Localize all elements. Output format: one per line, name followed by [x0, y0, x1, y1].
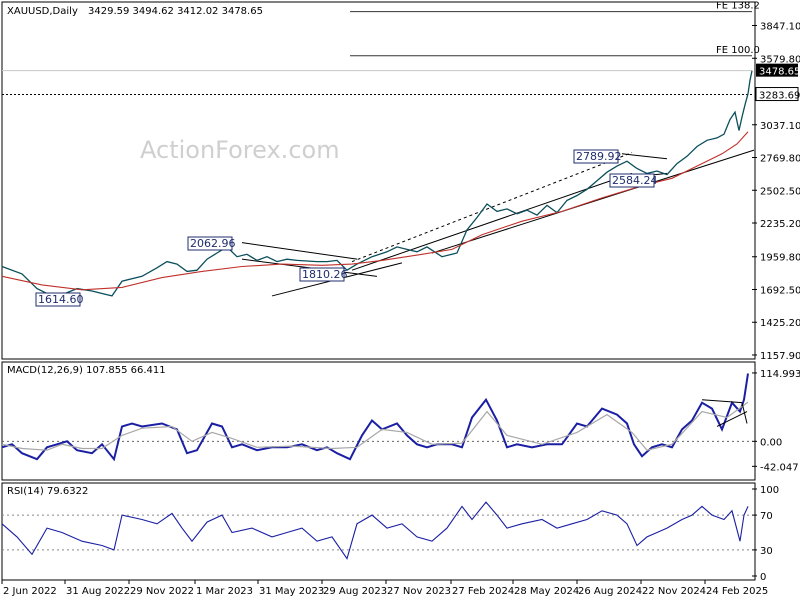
- annotation-label: 2789.92: [576, 150, 622, 163]
- rsi-y-tick-label: 100: [760, 485, 779, 496]
- x-tick-label: 29 Aug 2023: [323, 586, 387, 597]
- macd-y-tick-label: -42.047: [760, 462, 799, 473]
- annotation-box: [187, 236, 233, 251]
- moving-average-line: [1, 131, 749, 291]
- support-price-label: 3283.69: [759, 91, 800, 102]
- macd-label: MACD(12,26,9) 107.855 66.411: [7, 365, 166, 376]
- x-tick-label: 29 Nov 2022: [130, 586, 194, 597]
- macd-line: [1, 373, 749, 462]
- price-y-tick-label: 3847.10: [760, 22, 800, 33]
- macd-panel: [1, 361, 756, 481]
- annotation-label: 2584.24: [612, 174, 658, 187]
- price-y-tick-label: 1425.20: [760, 318, 800, 329]
- current-price-box: [756, 63, 798, 77]
- macd-trendline: [701, 399, 743, 404]
- rsi-panel: [1, 482, 756, 581]
- x-tick-label: 28 May 2024: [514, 586, 579, 597]
- trendline: [621, 153, 668, 160]
- x-tick-label: 24 Feb 2025: [706, 586, 768, 597]
- price-y-tick-label: 3579.80: [760, 54, 800, 65]
- price-y-tick-label: 1959.80: [760, 253, 800, 264]
- rsi-line: [1, 501, 749, 560]
- rsi-label: RSI(14) 79.6322: [7, 486, 88, 497]
- price-y-tick-label: 1157.90: [760, 351, 800, 362]
- current-price-label: 3478.65: [759, 67, 800, 78]
- price-y-tick-label: 2769.80: [760, 154, 800, 165]
- annotation-label: 2062.96: [190, 237, 236, 250]
- support-price-box: [755, 87, 799, 102]
- x-tick-label: 27 Feb 2024: [452, 586, 514, 597]
- x-tick-label: 26 Aug 2024: [578, 586, 642, 597]
- annotation-box: [299, 267, 345, 282]
- price-y-tick-label: 2502.50: [760, 186, 800, 197]
- x-tick-label: 1 Mar 2023: [196, 586, 253, 597]
- annotation-box: [609, 173, 655, 188]
- x-tick-label: 2 Jun 2022: [3, 586, 57, 597]
- ohlc-label: 3429.59 3494.62 3412.02 3478.65: [88, 6, 263, 17]
- rsi-y-tick-label: 0: [760, 572, 766, 583]
- annotation-label: 1614.60: [38, 293, 84, 306]
- trendline: [431, 149, 755, 254]
- fe-level-label: FE 100.0: [716, 45, 760, 56]
- watermark-text: ActionForex.com: [140, 136, 340, 164]
- annotation-box: [573, 149, 619, 164]
- macd-y-tick-label: 114.993: [760, 369, 800, 380]
- annotation-label: 1810.26: [302, 268, 348, 281]
- x-tick-label: 22 Nov 2024: [642, 586, 706, 597]
- trendline: [351, 172, 633, 271]
- price-y-tick-label: 1692.50: [760, 285, 800, 296]
- rsi-y-tick-label: 70: [760, 511, 773, 522]
- fe-level-label: FE 138.2: [716, 1, 760, 12]
- x-tick-label: 31 Aug 2022: [66, 586, 130, 597]
- x-tick-label: 27 Nov 2023: [387, 586, 451, 597]
- macd-y-tick-label: 0.00: [760, 437, 782, 448]
- annotation-box: [35, 292, 81, 307]
- trendline: [241, 242, 358, 260]
- symbol-label: XAUUSD,Daily: [7, 6, 78, 17]
- macd-signal-line: [1, 401, 749, 451]
- macd-trendline: [741, 402, 748, 424]
- x-tick-label: 31 May 2023: [259, 586, 324, 597]
- price-y-tick-label: 2235.20: [760, 219, 800, 230]
- macd-trendline: [716, 411, 748, 427]
- rsi-y-tick-label: 30: [760, 546, 773, 557]
- price-y-tick-label: 3037.10: [760, 121, 800, 132]
- price-series-line: [1, 70, 753, 297]
